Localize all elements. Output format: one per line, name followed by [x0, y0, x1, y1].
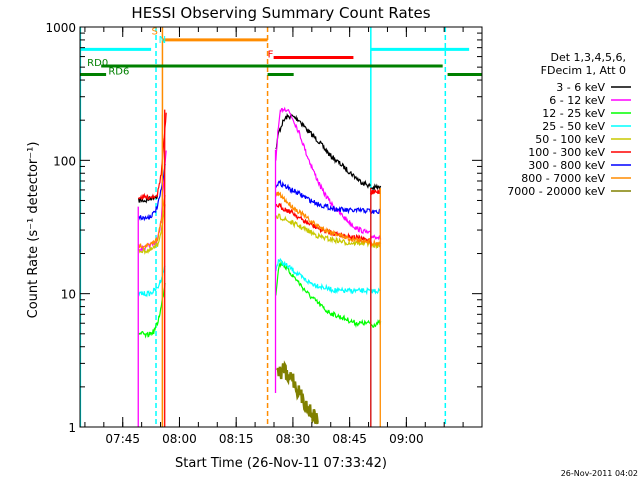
series-100-300-kev-segment-1 [138, 112, 167, 201]
legend-label-25-50-kev: 25 - 50 keV [542, 120, 605, 133]
series-800-7000-kev-segment-1 [138, 195, 166, 249]
x-tick-label-07-45: 07:45 [105, 432, 140, 446]
series-300-800-kev-segment-1 [138, 163, 166, 222]
series-12-25-kev-segment-2 [275, 261, 371, 328]
legend-label-12-25-kev: 12 - 25 keV [542, 107, 605, 120]
series-50-100-kev-segment-2 [275, 213, 371, 248]
x-tick-label-09-00: 09:00 [389, 432, 424, 446]
legend-label-300-800-kev: 300 - 800 keV [528, 159, 605, 172]
series-25-50-kev-segment-2 [275, 257, 371, 296]
series-6-12-kev-segment-2 [275, 106, 371, 235]
x-tick-label-08-30: 08:30 [276, 432, 311, 446]
series-100-300-kev-segment-3 [369, 189, 381, 196]
series-3-6-kev-segment-3 [369, 183, 382, 192]
annotation-s: S [151, 26, 157, 37]
y-tick-label-10: 10 [61, 288, 76, 302]
legend-label-100-300-kev: 100 - 300 keV [528, 146, 605, 159]
series-800-7000-kev-segment-2 [275, 191, 371, 245]
series-800-7000-kev-segment-3 [369, 238, 382, 248]
series-6-12-kev-segment-3 [369, 234, 382, 241]
legend-header-line-2: FDecim 1, Att 0 [541, 64, 626, 77]
legend-header-line-1: Det 1,3,4,5,6, [550, 51, 626, 64]
series-50-100-kev-segment-1 [138, 204, 166, 255]
annotation-f: F [268, 50, 274, 61]
y-tick-label-1: 1 [68, 421, 76, 435]
x-tick-label-08-45: 08:45 [332, 432, 367, 446]
series-7000-20000-kev-segment-1 [276, 360, 319, 425]
series-300-800-kev-segment-3 [369, 208, 381, 215]
series-25-50-kev-segment-3 [370, 287, 382, 295]
series-300-800-kev-segment-2 [275, 179, 371, 215]
x-axis-label: Start Time (26-Nov-11 07:33:42) [175, 456, 387, 471]
annotation-rd6: RD6 [108, 67, 129, 78]
series-25-50-kev-segment-1 [138, 265, 166, 298]
plot-frame [79, 26, 483, 428]
annotation-rd0: RD0 [87, 58, 108, 69]
legend-label-800-7000-kev: 800 - 7000 keV [521, 172, 605, 185]
series-3-6-kev-segment-2 [275, 112, 371, 189]
legend: Det 1,3,4,5,6,FDecim 1, Att 0 3 - 6 keV6 … [507, 51, 631, 198]
legend-label-6-12-kev: 6 - 12 keV [549, 94, 605, 107]
timestamp-label: 26-Nov-2011 04:02 [561, 469, 638, 478]
plot-frame-layer: 07:45 08:00 08:15 08:30 08:45 09:00 1 10 100 1000 [45, 21, 483, 446]
y-tick-label-100: 100 [53, 154, 76, 168]
x-tick-label-08-00: 08:00 [162, 432, 197, 446]
y-tick-label-1000: 1000 [45, 21, 76, 35]
x-tick-label-08-15: 08:15 [219, 432, 254, 446]
legend-label-50-100-kev: 50 - 100 keV [535, 133, 605, 146]
series-12-25-kev-segment-1 [138, 283, 166, 339]
series-12-25-kev-segment-3 [370, 319, 382, 328]
chart-title: HESSI Observing Summary Count Rates [131, 4, 430, 22]
legend-label-3-6-kev: 3 - 6 keV [556, 81, 605, 94]
legend-label-7000-20000-kev: 7000 - 20000 keV [507, 185, 605, 198]
annotation-n: N [159, 35, 166, 46]
y-axis-label: Count Rate (s⁻¹ detector⁻¹) [26, 142, 41, 319]
